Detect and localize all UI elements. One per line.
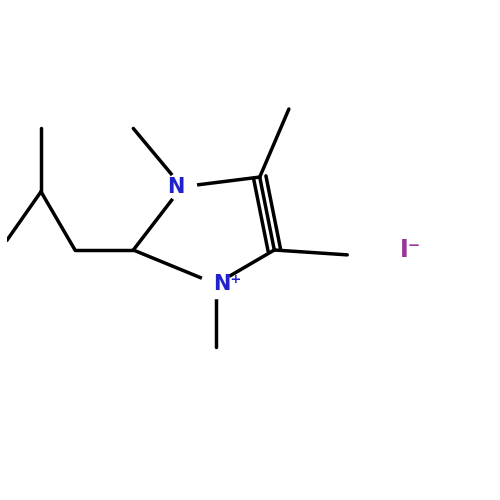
Text: N⁺: N⁺ xyxy=(214,274,242,294)
Text: I⁻: I⁻ xyxy=(400,238,421,262)
Text: N: N xyxy=(167,177,184,197)
Circle shape xyxy=(202,270,230,298)
Circle shape xyxy=(168,172,196,202)
